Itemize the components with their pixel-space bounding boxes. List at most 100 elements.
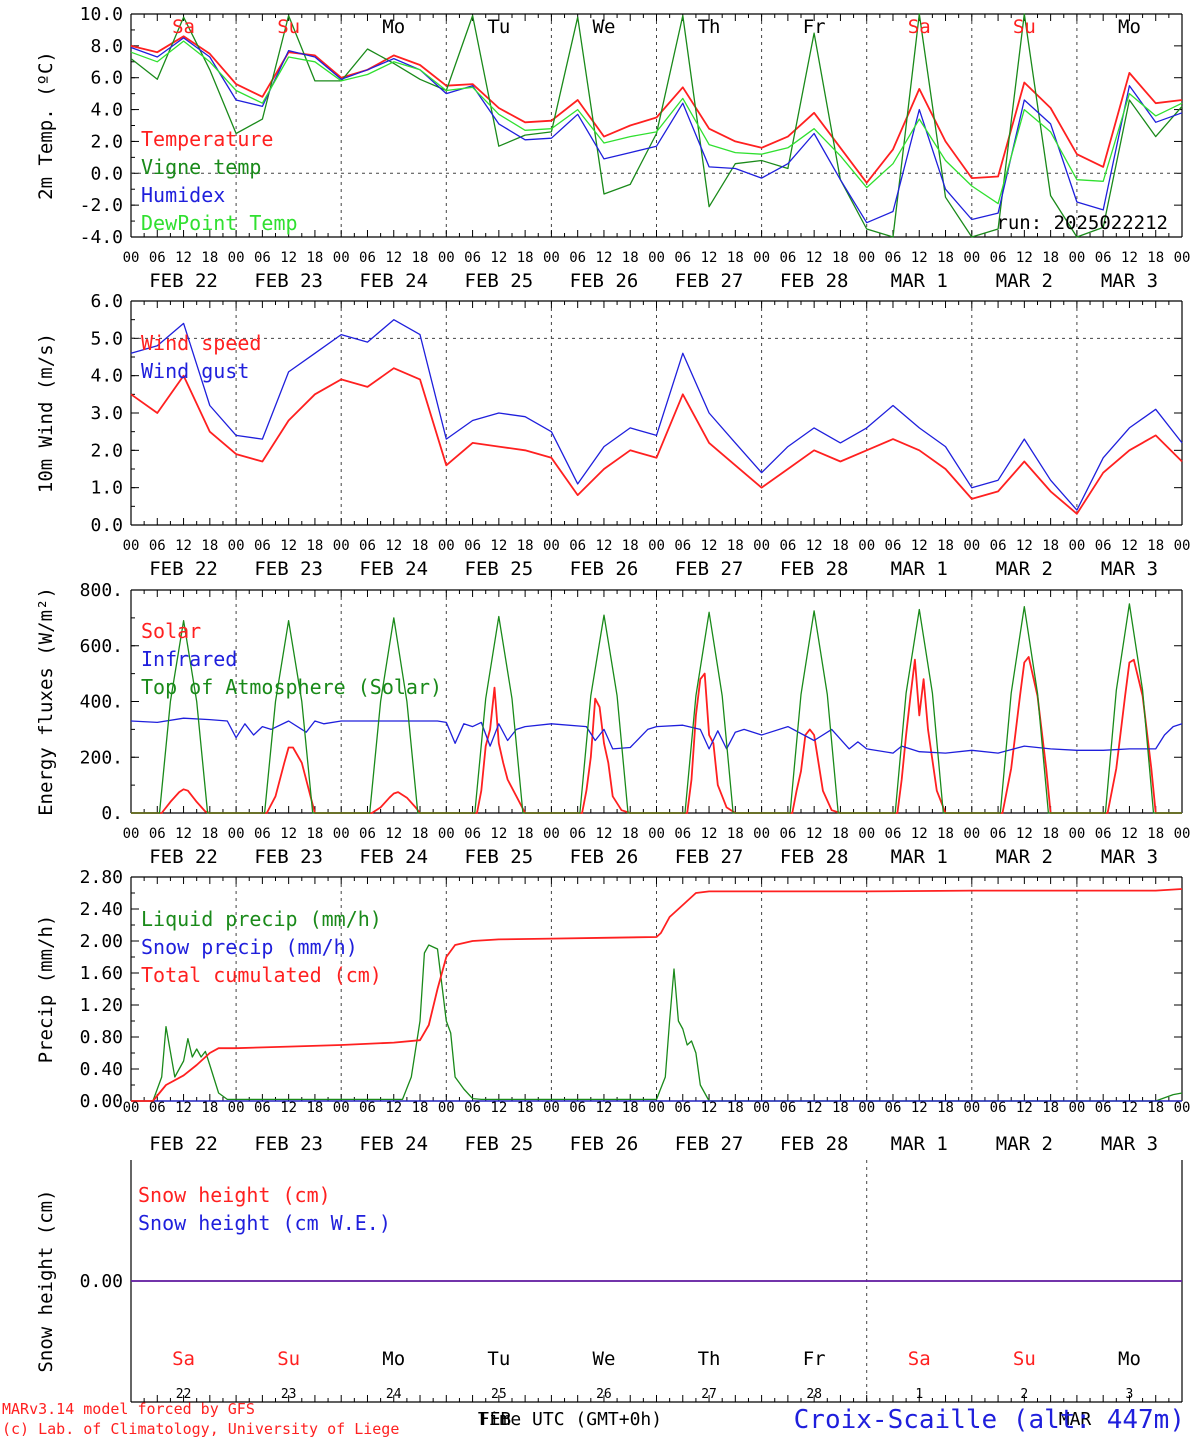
y-tick-label: 10.0	[80, 4, 123, 25]
legend-entry-solar: Solar	[141, 619, 201, 643]
hour-tick-label: 06	[779, 538, 796, 554]
panel-wind: 6.0 5.0 4.0 3.0 2.0 1.0 0.0 10m Wind (m/s) Wind …	[35, 291, 1190, 580]
date-label: MAR 3	[1101, 558, 1158, 580]
hour-tick-label: 18	[306, 826, 323, 842]
hour-tick-label: 12	[806, 1100, 823, 1116]
hour-tick-label: 06	[885, 826, 902, 842]
hour-tick-label: 18	[201, 826, 218, 842]
hour-tick-label: 06	[990, 538, 1007, 554]
hour-tick-label: 12	[911, 826, 928, 842]
hour-tick-label: 06	[254, 538, 271, 554]
hour-tick-label: 18	[832, 250, 849, 266]
hour-tick-label: 06	[885, 1100, 902, 1116]
hour-tick-label: 12	[175, 538, 192, 554]
day-abbr-bottom: Mo	[1118, 1348, 1141, 1370]
hour-tick-label: 06	[149, 250, 166, 266]
date-label: FEB 23	[254, 270, 323, 292]
hour-tick-label: 12	[701, 1100, 718, 1116]
panel-temp: 10.0 8.0 6.0 4.0 2.0 0.0 -2.0 -4.0 2m Temp. (ºC)…	[35, 4, 1190, 292]
date-label: FEB 24	[359, 270, 428, 292]
hour-tick-label: 06	[254, 826, 271, 842]
day-abbr-top: Mo	[1118, 16, 1141, 38]
series-line-infrared	[130, 717, 1183, 754]
day-abbr-top: Sa	[172, 16, 195, 38]
date-label: FEB 27	[675, 270, 744, 292]
day-number: 28	[806, 1387, 822, 1402]
hour-tick-label: 06	[149, 538, 166, 554]
hour-tick-label: 00	[123, 1100, 140, 1116]
hour-tick-label: 12	[175, 1100, 192, 1116]
hour-tick-label: 12	[911, 1100, 928, 1116]
series-line-total-cumulated-cm-	[131, 888, 1183, 1102]
y-tick-label: 8.0	[90, 36, 123, 57]
hour-tick-label: 18	[727, 826, 744, 842]
hour-tick-label: 18	[306, 1100, 323, 1116]
y-tick-label: 0.40	[80, 1059, 123, 1080]
hour-tick-label: 12	[175, 250, 192, 266]
hour-tick-label: 18	[201, 538, 218, 554]
legend-entry-snow-height-cm-: Snow height (cm)	[138, 1183, 331, 1207]
hour-tick-label: 06	[149, 826, 166, 842]
hour-tick-label: 18	[306, 538, 323, 554]
hour-tick-label: 00	[753, 538, 770, 554]
x-axis-title: Time UTC (GMT+0h)	[478, 1409, 662, 1430]
series-line-dewpoint-temp	[130, 40, 1183, 205]
legend-entry-infrared: Infrared	[141, 647, 237, 671]
date-label: FEB 22	[149, 1133, 218, 1155]
date-label: FEB 23	[254, 558, 323, 580]
day-number: 27	[701, 1387, 717, 1402]
day-abbr-bottom: Tu	[487, 1348, 510, 1370]
day-abbr-top: Tu	[487, 16, 510, 38]
day-abbr-bottom: Fr	[803, 1348, 826, 1370]
hour-tick-label: 00	[858, 1100, 875, 1116]
hour-tick-label: 06	[359, 538, 376, 554]
day-abbr-top: Su	[1013, 16, 1036, 38]
panel-precip: 2.80 2.40 2.00 1.60 1.20 0.80 0.40 0.00 Precip (…	[35, 867, 1190, 1155]
hour-tick-label: 12	[701, 538, 718, 554]
date-label: MAR 2	[996, 1133, 1053, 1155]
hour-tick-label: 06	[674, 538, 691, 554]
hour-tick-label: 00	[1068, 1100, 1085, 1116]
date-label: MAR 2	[996, 846, 1053, 868]
hour-tick-label: 06	[779, 1100, 796, 1116]
y-tick-label: 6.0	[90, 291, 123, 312]
hour-tick-label: 12	[1016, 250, 1033, 266]
day-abbr-bottom: Mo	[382, 1348, 405, 1370]
hour-tick-label: 12	[1121, 538, 1138, 554]
hour-tick-label: 00	[1174, 250, 1191, 266]
legend-entry-snow-precip-mm-h-: Snow precip (mm/h)	[141, 935, 358, 959]
series-line-humidex	[130, 37, 1183, 224]
hour-tick-label: 06	[1095, 538, 1112, 554]
legend-entry-wind-speed: Wind speed	[141, 331, 261, 355]
day-number: 24	[386, 1387, 402, 1402]
series-line-vigne-temp	[130, 13, 1183, 238]
hour-tick-label: 12	[1121, 826, 1138, 842]
date-label: FEB 25	[465, 1133, 534, 1155]
hour-tick-label: 12	[596, 1100, 613, 1116]
hour-tick-label: 18	[727, 250, 744, 266]
footer: MARv3.14 model forced by GFS (c) Lab. of …	[2, 1400, 1185, 1438]
day-abbr-top: Mo	[382, 16, 405, 38]
hour-tick-label: 00	[1068, 250, 1085, 266]
y-tick-label: 1.0	[90, 478, 123, 499]
hour-tick-label: 12	[1121, 1100, 1138, 1116]
hour-tick-label: 06	[569, 1100, 586, 1116]
hour-tick-label: 18	[832, 826, 849, 842]
date-label: MAR 1	[891, 558, 948, 580]
y-tick-label: 0.0	[90, 515, 123, 536]
day-abbr-top: Sa	[908, 16, 931, 38]
y-tick-label: 0.0	[90, 163, 123, 184]
y-axis-label: Snow height (cm)	[35, 1189, 57, 1372]
hour-tick-label: 00	[753, 826, 770, 842]
hour-tick-label: 00	[1174, 1100, 1191, 1116]
hour-tick-label: 12	[490, 250, 507, 266]
hour-tick-label: 00	[543, 250, 560, 266]
y-tick-label: 1.20	[80, 995, 123, 1016]
hour-tick-label: 06	[464, 826, 481, 842]
hour-tick-label: 18	[937, 826, 954, 842]
date-label: FEB 26	[570, 270, 639, 292]
date-label: FEB 27	[675, 846, 744, 868]
date-label: FEB 28	[780, 558, 849, 580]
hour-tick-label: 00	[963, 250, 980, 266]
y-axis-label: Precip (mm/h)	[35, 915, 57, 1064]
